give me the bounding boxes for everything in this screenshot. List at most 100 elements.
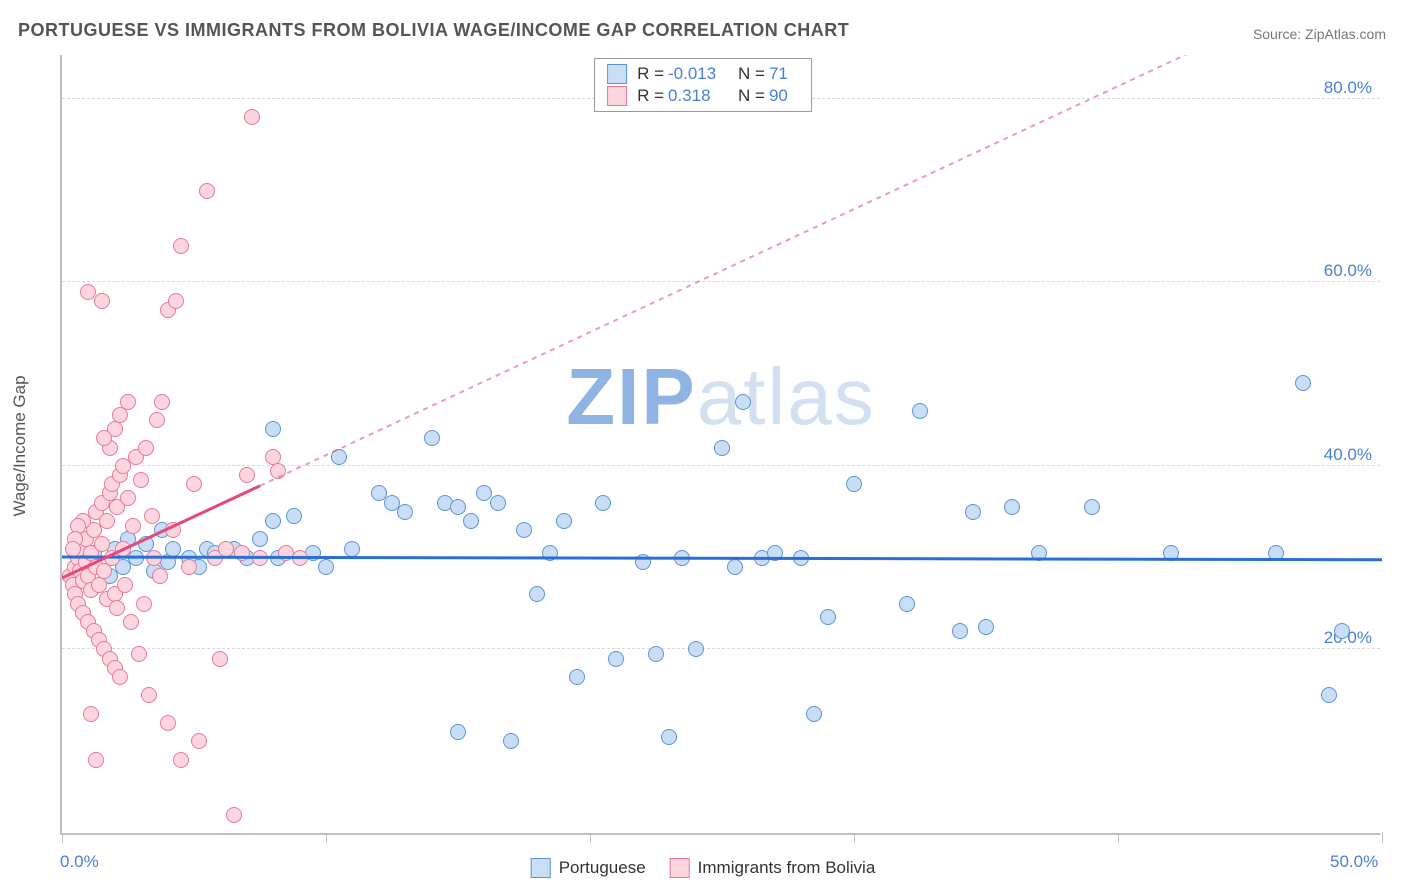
stats-row: R =-0.013 N =71	[595, 63, 811, 85]
legend: PortugueseImmigrants from Bolivia	[531, 858, 876, 878]
data-point	[1084, 499, 1100, 515]
data-point	[146, 550, 162, 566]
plot-area: ZIPatlas 20.0%40.0%60.0%80.0%	[60, 55, 1380, 835]
data-point	[120, 394, 136, 410]
gridline	[62, 281, 1380, 282]
data-point	[165, 541, 181, 557]
data-point	[674, 550, 690, 566]
data-point	[80, 284, 96, 300]
data-point	[88, 752, 104, 768]
stats-r-label: R =	[637, 86, 664, 106]
stats-n-label: N =	[738, 64, 765, 84]
data-point	[160, 715, 176, 731]
data-point	[131, 646, 147, 662]
data-point	[128, 550, 144, 566]
correlation-stats-box: R =-0.013 N =71 R =0.318 N =90	[594, 58, 812, 112]
x-tick	[854, 833, 855, 843]
data-point	[115, 541, 131, 557]
data-point	[199, 183, 215, 199]
data-point	[292, 550, 308, 566]
data-point	[212, 651, 228, 667]
stats-r-value: -0.013	[668, 64, 724, 84]
data-point	[978, 619, 994, 635]
data-point	[65, 541, 81, 557]
data-point	[252, 550, 268, 566]
stats-r-value: 0.318	[668, 86, 724, 106]
data-point	[595, 495, 611, 511]
data-point	[714, 440, 730, 456]
watermark: ZIPatlas	[566, 351, 875, 443]
data-point	[252, 531, 268, 547]
data-point	[173, 238, 189, 254]
x-tick	[62, 833, 63, 843]
x-axis-start-label: 0.0%	[60, 852, 99, 872]
data-point	[218, 541, 234, 557]
stats-n-value: 71	[769, 64, 799, 84]
x-tick	[1118, 833, 1119, 843]
data-point	[117, 577, 133, 593]
y-tick-label: 60.0%	[1324, 261, 1372, 281]
data-point	[173, 752, 189, 768]
data-point	[152, 568, 168, 584]
watermark-light: atlas	[697, 352, 876, 441]
watermark-bold: ZIP	[566, 352, 696, 441]
data-point	[648, 646, 664, 662]
legend-swatch	[531, 858, 551, 878]
data-point	[154, 394, 170, 410]
data-point	[244, 109, 260, 125]
data-point	[136, 596, 152, 612]
data-point	[806, 706, 822, 722]
data-point	[112, 407, 128, 423]
data-point	[793, 550, 809, 566]
x-tick	[590, 833, 591, 843]
gridline	[62, 465, 1380, 466]
data-point	[186, 476, 202, 492]
data-point	[265, 513, 281, 529]
stats-n-value: 90	[769, 86, 799, 106]
data-point	[952, 623, 968, 639]
data-point	[450, 499, 466, 515]
data-point	[608, 651, 624, 667]
data-point	[133, 472, 149, 488]
stats-n-label: N =	[738, 86, 765, 106]
chart-title: PORTUGUESE VS IMMIGRANTS FROM BOLIVIA WA…	[18, 20, 849, 41]
x-tick	[1382, 833, 1383, 843]
legend-item: Portuguese	[531, 858, 646, 878]
data-point	[331, 449, 347, 465]
data-point	[125, 518, 141, 534]
data-point	[1031, 545, 1047, 561]
data-point	[735, 394, 751, 410]
data-point	[318, 559, 334, 575]
data-point	[149, 412, 165, 428]
stats-swatch	[607, 86, 627, 106]
data-point	[265, 421, 281, 437]
data-point	[1163, 545, 1179, 561]
y-axis-label: Wage/Income Gap	[10, 375, 30, 516]
legend-swatch	[670, 858, 690, 878]
stats-r-label: R =	[637, 64, 664, 84]
data-point	[661, 729, 677, 745]
data-point	[450, 724, 466, 740]
data-point	[120, 490, 136, 506]
data-point	[1321, 687, 1337, 703]
data-point	[239, 467, 255, 483]
y-tick-label: 80.0%	[1324, 78, 1372, 98]
data-point	[899, 596, 915, 612]
data-point	[767, 545, 783, 561]
data-point	[234, 545, 250, 561]
chart-source: Source: ZipAtlas.com	[1253, 26, 1386, 42]
data-point	[820, 609, 836, 625]
data-point	[191, 733, 207, 749]
data-point	[463, 513, 479, 529]
data-point	[286, 508, 302, 524]
data-point	[556, 513, 572, 529]
data-point	[144, 508, 160, 524]
data-point	[965, 504, 981, 520]
data-point	[96, 430, 112, 446]
data-point	[846, 476, 862, 492]
data-point	[270, 463, 286, 479]
y-tick-label: 40.0%	[1324, 445, 1372, 465]
x-axis-end-label: 50.0%	[1330, 852, 1378, 872]
data-point	[1268, 545, 1284, 561]
data-point	[727, 559, 743, 575]
